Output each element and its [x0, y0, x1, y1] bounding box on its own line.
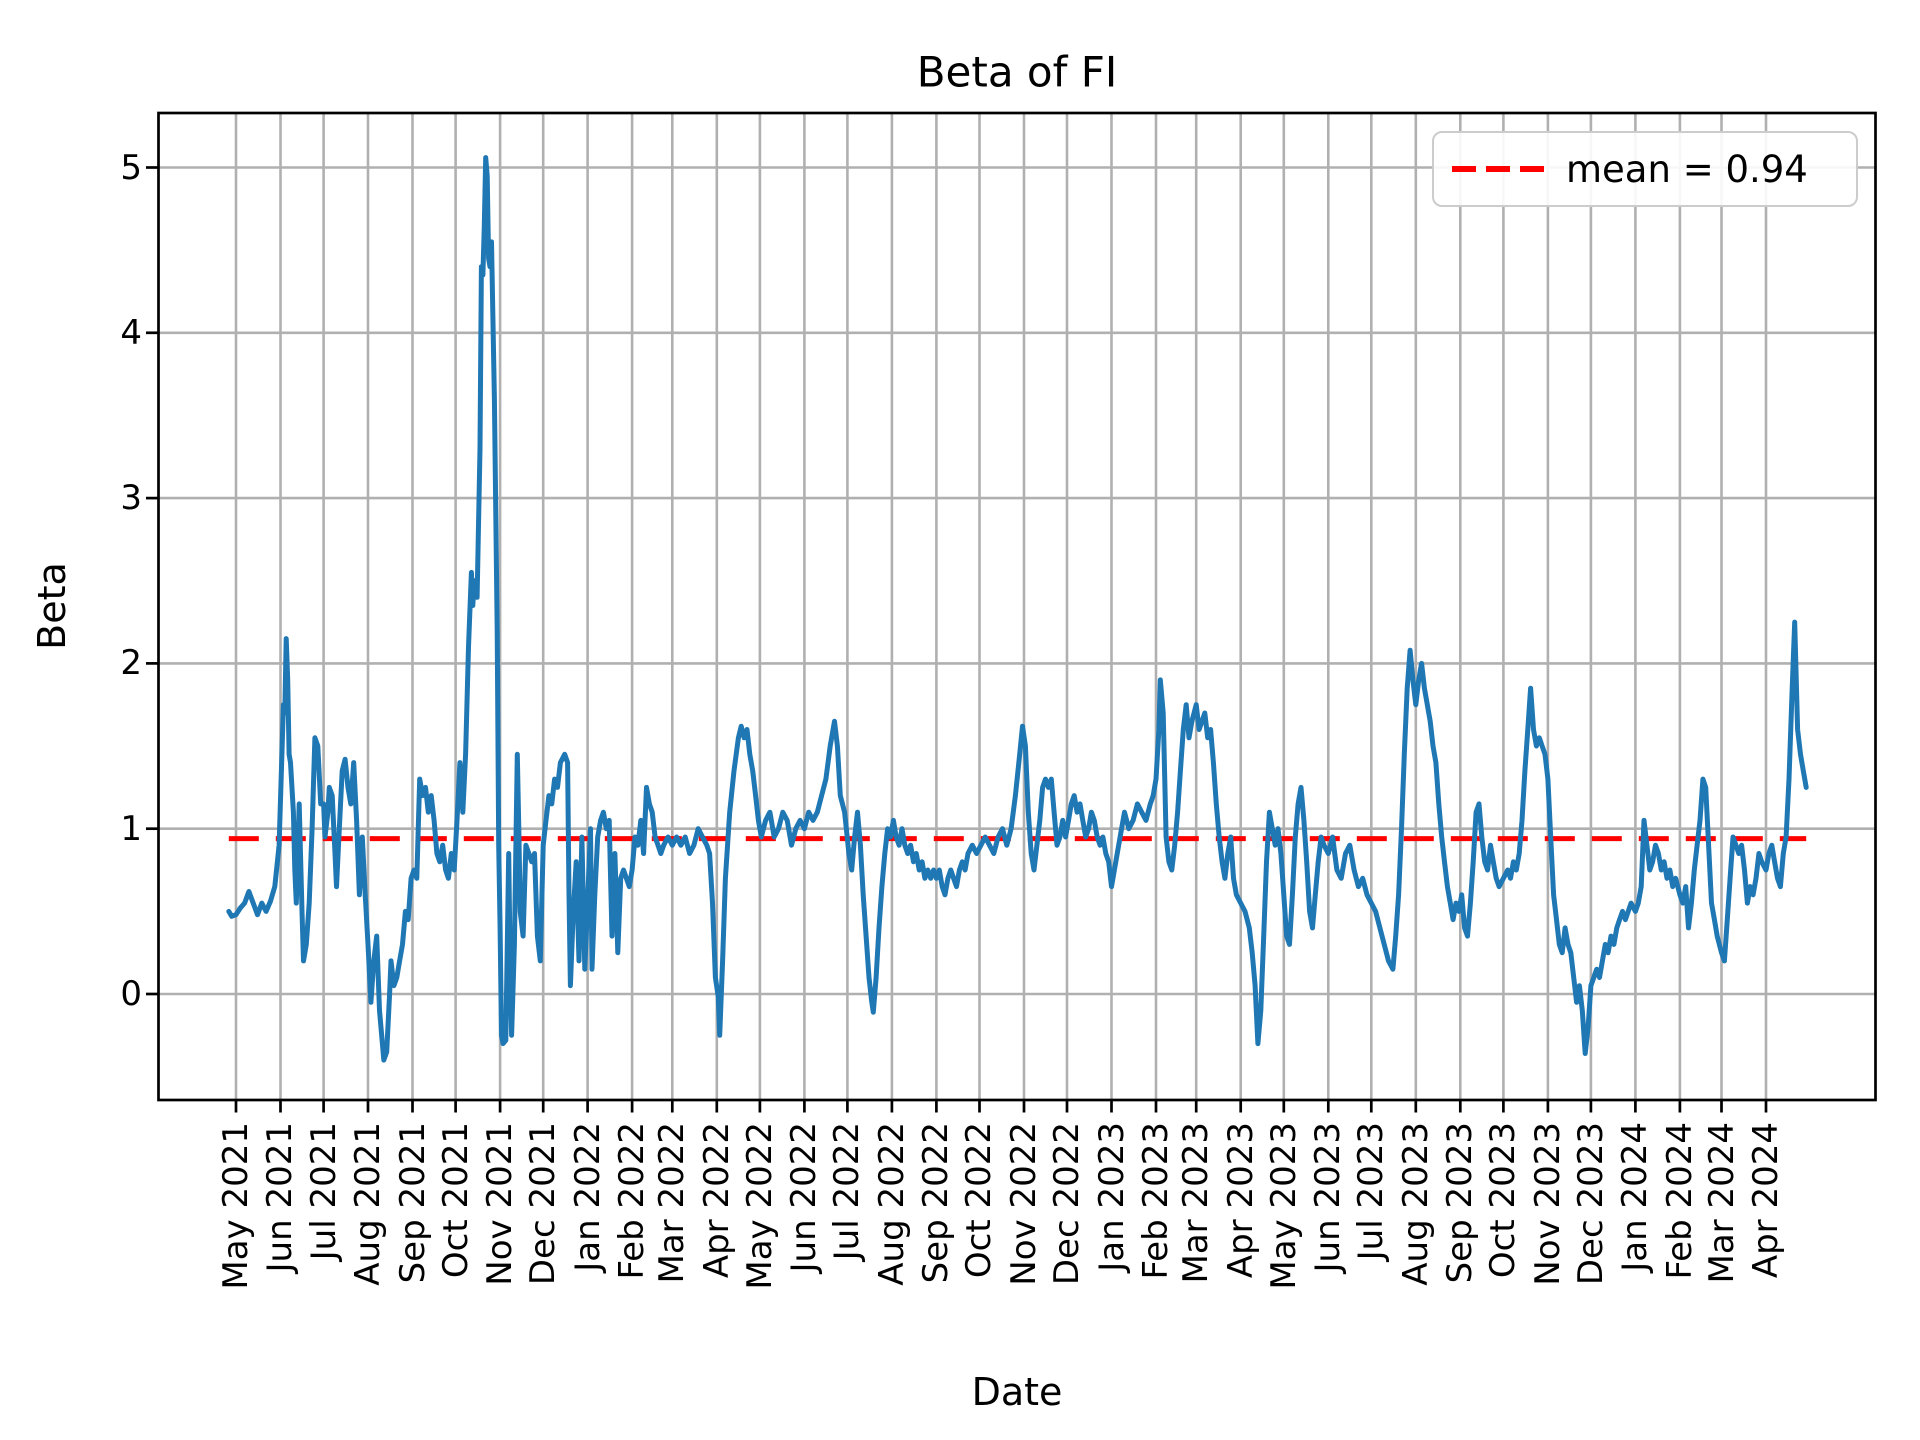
- x-tick-label: Dec 2022: [1047, 1122, 1088, 1286]
- x-tick-label: Jul 2021: [303, 1122, 344, 1261]
- x-tick-label: Feb 2023: [1136, 1122, 1177, 1280]
- chart-title: Beta of FI: [916, 47, 1118, 97]
- x-tick-label: Jan 2023: [1091, 1122, 1132, 1272]
- y-tick-label: 3: [120, 478, 142, 519]
- x-tick-label: Dec 2023: [1570, 1122, 1611, 1286]
- plot-border: [157, 111, 1877, 1102]
- x-tick-label: Aug 2022: [871, 1122, 912, 1286]
- x-tick-label: Mar 2022: [652, 1122, 693, 1284]
- x-tick-label: Nov 2021: [480, 1122, 521, 1286]
- x-tick-label: Jun 2022: [784, 1122, 825, 1273]
- x-tick-label: May 2021: [216, 1122, 256, 1290]
- y-tick-label: 0: [120, 974, 142, 1014]
- x-tick-label: Mar 2023: [1176, 1122, 1217, 1284]
- y-tick-label: 1: [120, 808, 142, 849]
- x-tick-label: Jul 2023: [1351, 1122, 1392, 1261]
- mean-line-legend-icon: [1452, 166, 1544, 172]
- x-tick-label: Oct 2023: [1483, 1122, 1524, 1279]
- x-tick-label: Mar 2024: [1701, 1122, 1742, 1284]
- x-tick-label: Oct 2022: [959, 1122, 1000, 1279]
- legend: mean = 0.94: [1432, 131, 1858, 207]
- y-tick-label: 4: [120, 312, 142, 353]
- x-tick-label: May 2023: [1263, 1122, 1304, 1290]
- x-tick-label: Jun 2023: [1308, 1122, 1349, 1273]
- y-tick-label: 5: [120, 147, 142, 188]
- x-tick-label: Nov 2023: [1527, 1122, 1568, 1286]
- beta-series-line: [226, 155, 1809, 1063]
- x-tick-label: Apr 2024: [1746, 1122, 1787, 1279]
- x-tick-label: Feb 2024: [1659, 1122, 1700, 1280]
- x-tick-label: Aug 2021: [348, 1122, 389, 1286]
- x-tick-label: Nov 2022: [1003, 1122, 1044, 1286]
- x-tick-label: Sep 2023: [1440, 1122, 1481, 1284]
- x-tick-label: Jul 2022: [827, 1122, 868, 1261]
- x-tick-label: Apr 2023: [1220, 1122, 1261, 1279]
- x-tick-label: Jan 2022: [567, 1122, 608, 1272]
- y-tick-label: 2: [120, 643, 142, 684]
- x-tick-label: Jun 2021: [260, 1122, 301, 1273]
- x-tick-label: Jan 2024: [1615, 1122, 1656, 1272]
- x-tick-label: Aug 2023: [1395, 1122, 1436, 1286]
- legend-label: mean = 0.94: [1566, 147, 1808, 191]
- x-tick-label: Apr 2022: [696, 1122, 737, 1279]
- x-tick-label: Feb 2022: [612, 1122, 653, 1280]
- x-tick-label: Sep 2022: [916, 1122, 957, 1284]
- x-tick-label: Sep 2021: [392, 1122, 433, 1284]
- x-axis-label: Date: [971, 1370, 1063, 1414]
- x-tick-label: May 2022: [739, 1122, 780, 1290]
- x-tick-label: Oct 2021: [435, 1122, 476, 1279]
- x-tick-label: Dec 2021: [523, 1122, 564, 1286]
